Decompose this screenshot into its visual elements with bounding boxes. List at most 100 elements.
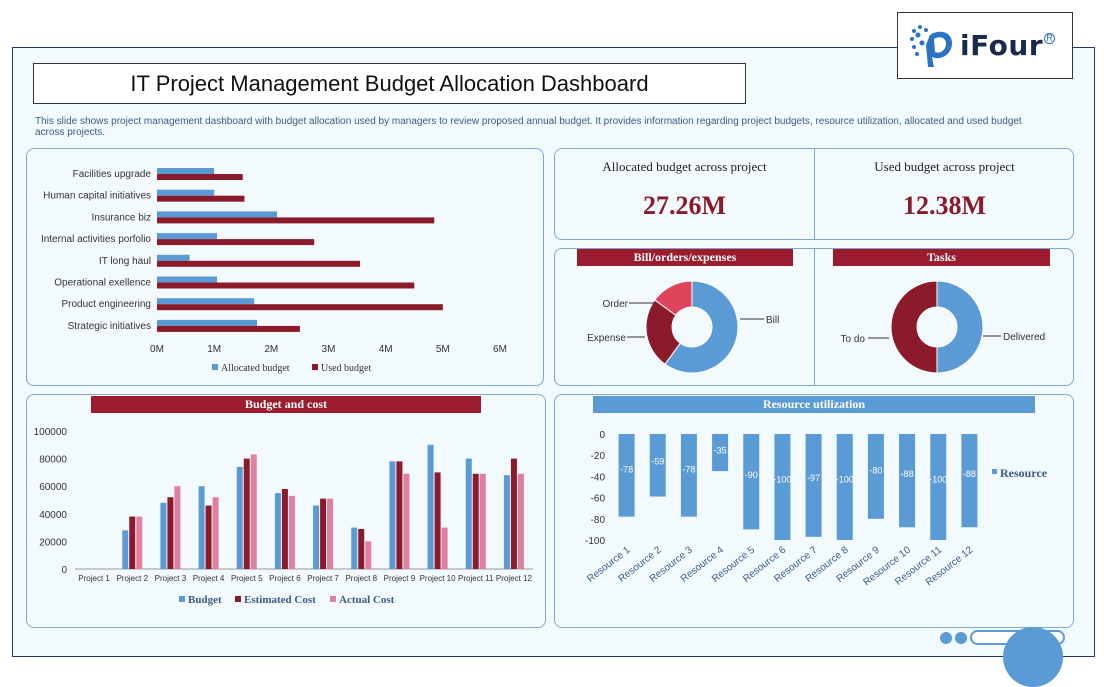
data-label: -59	[651, 456, 664, 466]
slide-dot-1	[940, 632, 952, 644]
x-tick-label: Project 4	[193, 574, 225, 583]
allocated-vs-used-chart: Facilities upgrade Human capital initiati…	[41, 168, 507, 374]
legend-label: Estimated Cost	[244, 594, 316, 606]
x-tick-label: Project 9	[384, 574, 416, 583]
x-tick-label: 0M	[150, 344, 164, 355]
legend-swatch	[235, 596, 241, 602]
x-tick-label: Project 5	[231, 574, 263, 583]
x-tick-label: 6M	[493, 344, 507, 355]
cost-bar-budget	[427, 444, 434, 569]
cost-bar-estimated-cost	[472, 473, 479, 569]
data-label: -90	[745, 470, 758, 480]
donut-slice-bill	[664, 280, 739, 374]
slide-circle-decoration	[1003, 627, 1063, 687]
slice-label: Delivered	[1003, 332, 1045, 343]
cost-bar-estimated-cost	[167, 497, 174, 569]
allocated-bar	[157, 254, 190, 261]
legend-swatch	[312, 364, 318, 370]
data-label: -88	[963, 469, 976, 479]
kpi-divider	[814, 149, 815, 239]
used-bar	[157, 239, 315, 246]
resource-bar	[930, 434, 947, 540]
used-bar	[157, 304, 443, 311]
x-tick-label: Project 11	[458, 574, 494, 583]
used-bar	[157, 325, 300, 332]
kpi-allocated-label: Allocated budget across project	[602, 159, 767, 174]
donut-charts: Bill Expense Order Delivered To do	[587, 280, 1045, 374]
x-tick-label: Project 6	[269, 574, 301, 583]
donut-slice-to-do	[890, 280, 938, 374]
slice-label: To do	[841, 334, 866, 345]
donut-divider	[814, 249, 815, 385]
allocated-bar	[157, 211, 278, 218]
y-tick-label: -80	[591, 515, 606, 526]
resource-bar	[836, 434, 853, 540]
used-bar	[157, 282, 415, 289]
allocated-bar	[157, 189, 215, 196]
category-label: Insurance biz	[92, 212, 151, 223]
data-label: -88	[901, 469, 914, 479]
legend-swatch	[212, 364, 218, 370]
data-label: -78	[620, 465, 633, 475]
x-tick-label: Project 1	[78, 574, 110, 583]
cost-bar-budget	[274, 493, 281, 569]
legend-swatch	[179, 596, 185, 602]
cost-bar-budget	[160, 502, 167, 569]
donut-slice-delivered	[936, 280, 984, 374]
x-tick-label: Project 8	[345, 574, 377, 583]
cost-bar-estimated-cost	[396, 461, 403, 569]
budget-horizontal-chart-panel: Facilities upgrade Human capital initiati…	[26, 148, 544, 386]
resource-bar	[867, 434, 884, 519]
legend-label: Used budget	[321, 363, 371, 374]
page-description: This slide shows project management dash…	[35, 116, 1022, 138]
legend-swatch	[330, 596, 336, 602]
legend-label: Allocated budget	[221, 363, 290, 374]
y-tick-label: -20	[591, 451, 606, 462]
slice-label: Expense	[587, 333, 626, 344]
y-tick-label: -100	[585, 536, 605, 547]
cost-bar-estimated-cost	[510, 458, 517, 569]
used-bar	[157, 217, 435, 224]
data-label: -100	[773, 475, 791, 485]
used-bar	[157, 260, 360, 267]
cost-bar-actual-cost	[288, 495, 295, 569]
data-label: -100	[929, 475, 947, 485]
slice-label: Order	[602, 299, 628, 310]
category-label: Human capital initiatives	[43, 191, 151, 202]
y-tick-label: 40000	[39, 510, 67, 521]
allocated-bar	[157, 276, 218, 283]
y-tick-label: 100000	[34, 427, 68, 438]
resource-bar	[743, 434, 760, 530]
cost-bar-budget	[198, 486, 205, 569]
category-label: Product engineering	[61, 299, 151, 310]
kpi-panel: Allocated budget across project 27.26M U…	[554, 148, 1074, 240]
cost-bar-estimated-cost	[129, 516, 136, 569]
slice-label: Bill	[766, 315, 779, 326]
kpi-used-label: Used budget across project	[874, 159, 1015, 174]
registered-icon: R	[1044, 33, 1055, 44]
section-title-resource: Resource utilization	[593, 396, 1035, 413]
kpi-used-value: 12.38M	[902, 191, 987, 220]
cost-bar-estimated-cost	[281, 488, 288, 569]
category-label: Internal activities porfolio	[41, 234, 151, 245]
cost-bar-budget	[122, 530, 129, 569]
resource-bar	[712, 434, 729, 472]
data-label: -78	[682, 465, 695, 475]
company-logo: iFour R	[897, 12, 1073, 79]
y-tick-label: 0	[599, 430, 605, 441]
y-tick-label: 80000	[39, 455, 67, 466]
kpi-allocated-value: 27.26M	[642, 191, 727, 220]
section-title-bill: Bill/orders/expenses	[577, 249, 793, 266]
allocated-bar	[157, 233, 218, 240]
cost-bar-estimated-cost	[243, 458, 250, 569]
x-tick-label: Project 3	[155, 574, 187, 583]
data-label: -100	[836, 475, 854, 485]
cost-bar-budget	[351, 527, 358, 569]
resource-bar	[899, 434, 916, 528]
legend-label: Budget	[188, 594, 222, 606]
x-tick-label: 3M	[322, 344, 336, 355]
cost-bar-estimated-cost	[358, 528, 365, 569]
cost-bar-actual-cost	[250, 454, 257, 569]
y-tick-label: -60	[591, 494, 606, 505]
